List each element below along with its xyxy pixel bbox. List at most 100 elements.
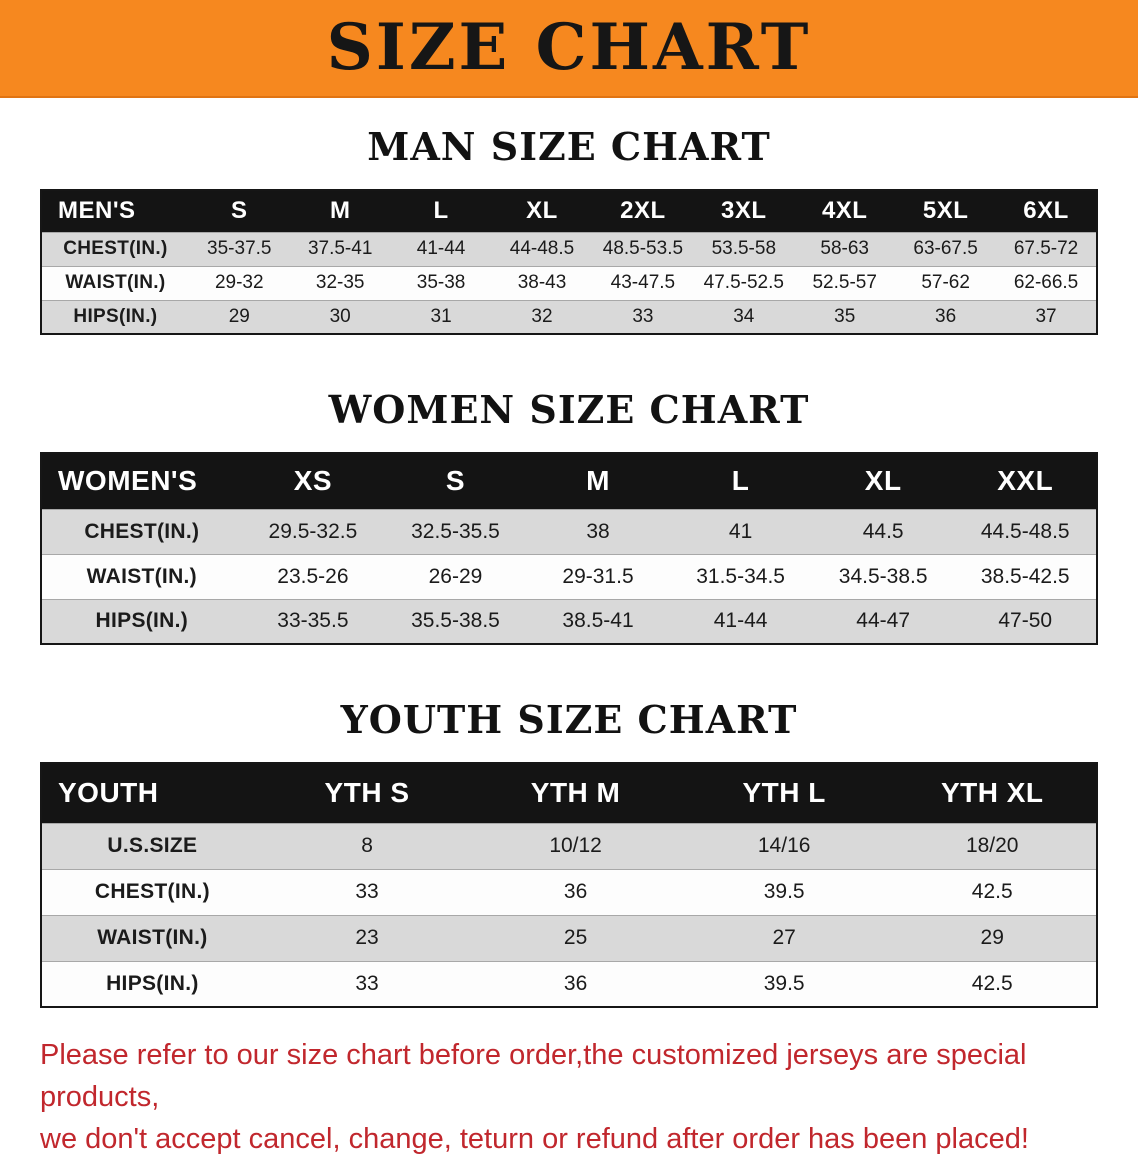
measure-value-cell: 63-67.5 bbox=[913, 238, 978, 259]
measure-value-cell: 33-35.5 bbox=[277, 609, 349, 633]
measure-label-cell: CHEST(IN.) bbox=[94, 880, 210, 903]
measure-value-cell: 25 bbox=[563, 926, 588, 949]
table-row: HIPS(IN.) 29 30 31 32 33 34 35 36 37 bbox=[41, 300, 1097, 334]
size-header-cell: XL bbox=[864, 465, 902, 497]
measure-value-cell: 38 bbox=[586, 519, 610, 543]
size-table: YOUTH YTH S YTH M YTH L YTH XL U.S.SIZE 8 10/12… bbox=[40, 762, 1098, 1008]
size-header-cell: S bbox=[231, 197, 248, 225]
measure-value-cell: 44.5-48.5 bbox=[980, 519, 1070, 543]
table-body: U.S.SIZE 8 10/12 14/16 18/20 CHEST(IN.) 33 36 39… bbox=[41, 823, 1097, 1007]
table-head: MEN'S S M L XL 2XL 3XL 4XL 5XL 6XL bbox=[41, 190, 1097, 232]
measure-value-cell: 37.5-41 bbox=[307, 238, 373, 259]
size-header-cell: XS bbox=[293, 465, 333, 497]
measure-value-cell: 67.5-72 bbox=[1013, 238, 1079, 259]
measure-value-cell: 32-35 bbox=[315, 272, 365, 293]
size-header-cell: YTH S bbox=[324, 777, 410, 809]
table-row: HIPS(IN.) 33 36 39.5 42.5 bbox=[41, 961, 1097, 1007]
measure-value-cell: 58-63 bbox=[820, 238, 870, 259]
measure-value-cell: 10/12 bbox=[549, 834, 602, 857]
measure-value-cell: 34.5-38.5 bbox=[838, 564, 928, 588]
size-header-cell: S bbox=[445, 465, 466, 497]
measure-value-cell: 30 bbox=[329, 305, 351, 327]
table-row: WAIST(IN.) 29-32 32-35 35-38 38-43 43-47.5 47.… bbox=[41, 266, 1097, 300]
size-header-cell: M bbox=[586, 465, 610, 497]
measure-label-cell: WAIST(IN.) bbox=[65, 272, 166, 293]
size-header-cell: M bbox=[329, 197, 351, 225]
table-row: CHEST(IN.) 29.5-32.5 32.5-35.5 38 41 44.5 44.5… bbox=[41, 509, 1097, 554]
measure-label-cell: CHEST(IN.) bbox=[84, 519, 200, 543]
measure-value-cell: 42.5 bbox=[971, 971, 1013, 995]
measure-value-cell: 37 bbox=[1035, 305, 1057, 327]
measure-value-cell: 43-47.5 bbox=[610, 272, 676, 293]
table-body: CHEST(IN.) 29.5-32.5 32.5-35.5 38 41 44.5 44.5… bbox=[41, 509, 1097, 644]
measure-value-cell: 44.5 bbox=[862, 519, 904, 543]
disclaimer-line: we don't accept cancel, change, teturn o… bbox=[40, 1123, 1029, 1156]
table-row: U.S.SIZE 8 10/12 14/16 18/20 bbox=[41, 823, 1097, 869]
size-header-cell: 2XL bbox=[620, 197, 666, 225]
measure-label-cell: CHEST(IN.) bbox=[63, 238, 168, 259]
section-heading: WOMEN SIZE CHART bbox=[328, 387, 810, 432]
section-heading: YOUTH SIZE CHART bbox=[340, 697, 798, 742]
table-row: WAIST(IN.) 23 25 27 29 bbox=[41, 915, 1097, 961]
table-header-row: WOMEN'S XS S M L XL XXL bbox=[41, 453, 1097, 509]
size-header-cell: 3XL bbox=[721, 197, 767, 225]
measure-value-cell: 36 bbox=[935, 305, 957, 327]
measure-value-cell: 35-37.5 bbox=[207, 238, 272, 259]
measure-value-cell: 52.5-57 bbox=[812, 272, 877, 293]
measure-value-cell: 35.5-38.5 bbox=[411, 609, 500, 633]
measure-value-cell: 29-31.5 bbox=[562, 564, 634, 588]
measure-value-cell: 48.5-53.5 bbox=[602, 238, 684, 259]
measure-value-cell: 41-44 bbox=[416, 238, 466, 259]
size-header-cell: 6XL bbox=[1023, 197, 1069, 225]
measure-value-cell: 62-66.5 bbox=[1013, 272, 1079, 293]
disclaimer: Please refer to our size chart before or… bbox=[40, 1034, 1098, 1160]
measure-value-cell: 39.5 bbox=[763, 971, 805, 995]
measure-value-cell: 53.5-58 bbox=[711, 238, 777, 259]
measure-value-cell: 36 bbox=[563, 880, 588, 903]
size-header-cell: 4XL bbox=[821, 197, 868, 225]
measure-value-cell: 38-43 bbox=[517, 272, 567, 293]
measure-value-cell: 29 bbox=[228, 305, 250, 327]
measure-value-cell: 29 bbox=[980, 926, 1004, 949]
table-head: YOUTH YTH S YTH M YTH L YTH XL bbox=[41, 763, 1097, 823]
size-table: MEN'S S M L XL 2XL 3XL 4XL 5XL 6XL CHEST(IN.) 35-37… bbox=[40, 189, 1098, 335]
measure-value-cell: 23 bbox=[355, 926, 379, 949]
measure-value-cell: 33 bbox=[355, 880, 379, 903]
measure-label-cell: WAIST(IN.) bbox=[86, 564, 197, 588]
measure-label-cell: WAIST(IN.) bbox=[97, 926, 208, 949]
measure-value-cell: 14/16 bbox=[757, 834, 811, 857]
measure-value-cell: 33 bbox=[355, 971, 379, 995]
measure-value-cell: 38.5-42.5 bbox=[980, 564, 1070, 588]
size-header-cell: XXL bbox=[997, 465, 1054, 497]
table-row: CHEST(IN.) 33 36 39.5 42.5 bbox=[41, 869, 1097, 915]
measure-value-cell: 42.5 bbox=[971, 880, 1013, 903]
size-header-cell: XL bbox=[526, 197, 558, 225]
measure-label-cell: HIPS(IN.) bbox=[73, 305, 158, 327]
sections: MAN SIZE CHART MEN'S S M L XL 2XL 3XL 4XL 5XL 6XL C… bbox=[0, 124, 1138, 1008]
measure-value-cell: 8 bbox=[361, 834, 373, 857]
measure-value-cell: 18/20 bbox=[965, 834, 1019, 857]
size-header-cell: L bbox=[433, 197, 449, 225]
measure-label-cell: HIPS(IN.) bbox=[95, 609, 189, 633]
measure-value-cell: 26-29 bbox=[428, 564, 483, 588]
table-body: CHEST(IN.) 35-37.5 37.5-41 41-44 44-48.5 48.5… bbox=[41, 232, 1097, 334]
table-row: CHEST(IN.) 35-37.5 37.5-41 41-44 44-48.5 48.5… bbox=[41, 232, 1097, 266]
table-head: WOMEN'S XS S M L XL XXL bbox=[41, 453, 1097, 509]
table-row: WAIST(IN.) 23.5-26 26-29 29-31.5 31.5-34.5 34… bbox=[41, 554, 1097, 599]
size-header-cell: YTH XL bbox=[940, 777, 1044, 809]
measure-value-cell: 41 bbox=[728, 519, 753, 543]
size-header-cell: YTH M bbox=[530, 777, 621, 809]
measure-value-cell: 27 bbox=[772, 926, 796, 949]
measure-value-cell: 38.5-41 bbox=[562, 609, 634, 633]
title-banner: SIZE CHART bbox=[0, 0, 1138, 98]
size-chart-section: WOMEN SIZE CHART WOMEN'S XS S M L XL XXL CHEST(I… bbox=[40, 387, 1098, 645]
measure-label-cell: U.S.SIZE bbox=[107, 834, 198, 857]
measure-value-cell: 44-48.5 bbox=[509, 238, 575, 259]
measure-value-cell: 44-47 bbox=[856, 609, 911, 633]
measure-value-cell: 35 bbox=[834, 305, 856, 327]
measure-value-cell: 29.5-32.5 bbox=[268, 519, 358, 543]
measure-value-cell: 33 bbox=[632, 305, 654, 327]
size-chart-section: MAN SIZE CHART MEN'S S M L XL 2XL 3XL 4XL 5XL 6XL C… bbox=[40, 124, 1098, 335]
measure-value-cell: 41-44 bbox=[713, 609, 768, 633]
measure-value-cell: 36 bbox=[563, 971, 588, 995]
